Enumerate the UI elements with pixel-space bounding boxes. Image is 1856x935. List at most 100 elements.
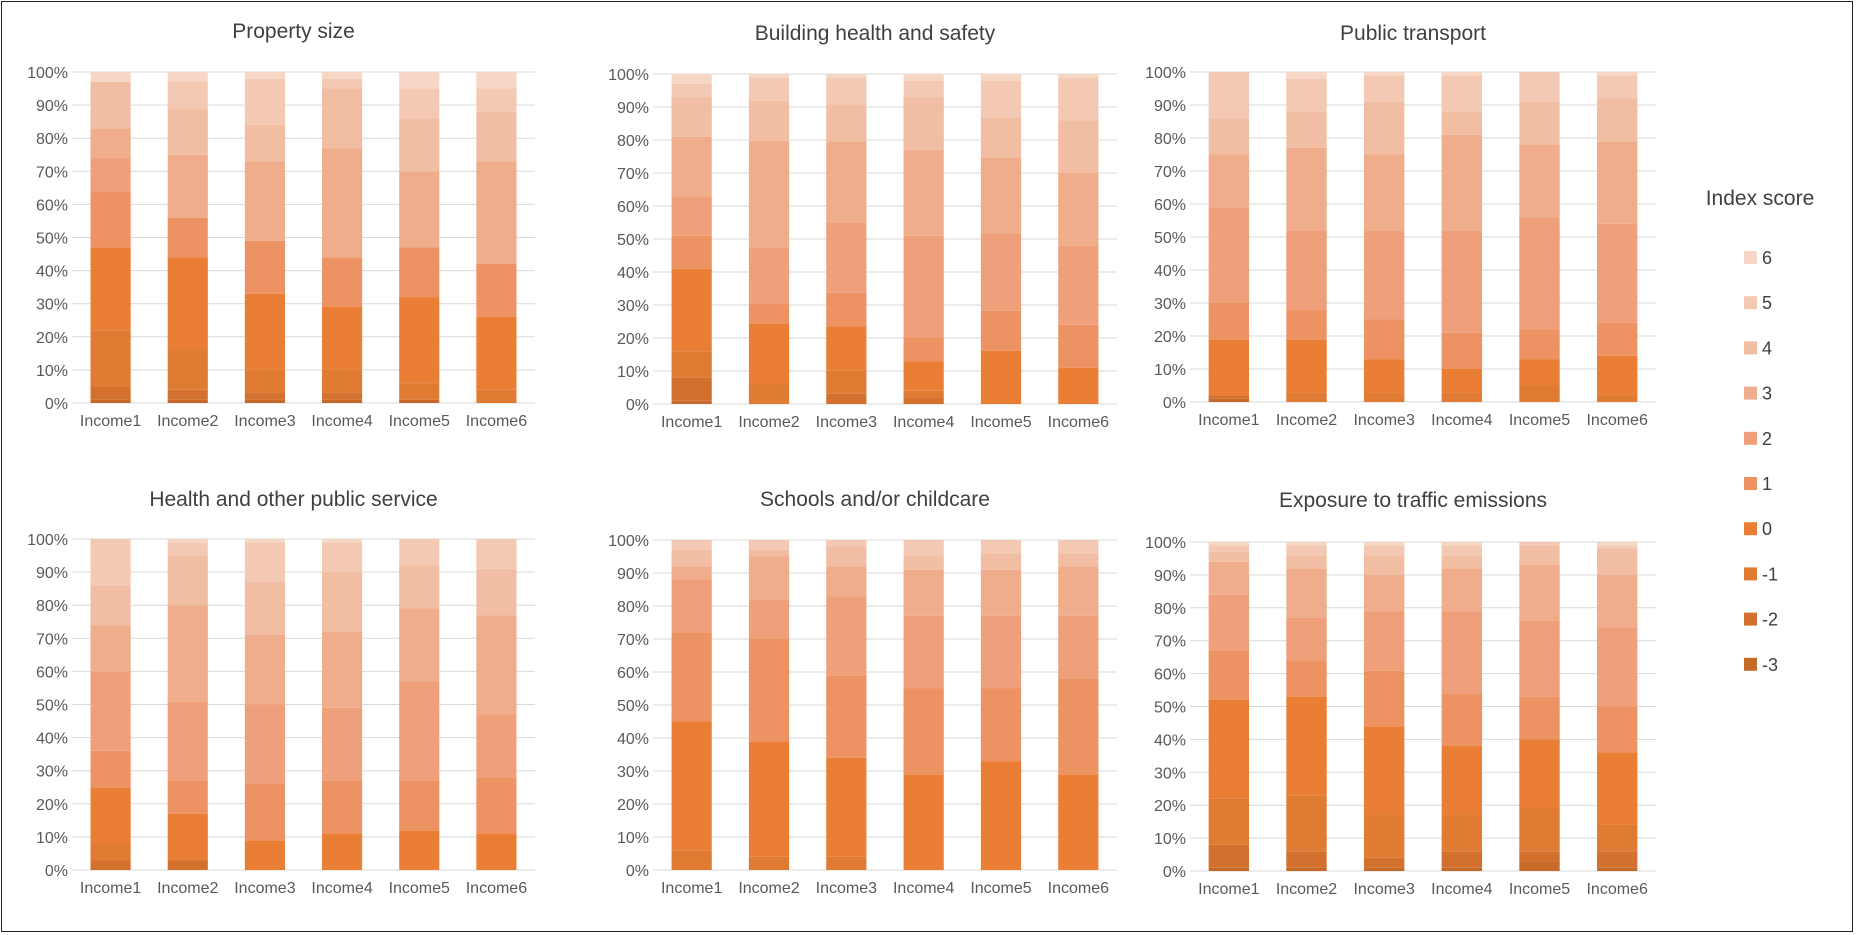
bar-segment [903,97,944,150]
bar-segment [476,615,517,715]
bar-segment [322,542,363,573]
bar-segment [322,78,363,89]
bar-segment [244,393,285,400]
legend: Index score 6 5 4 3 2 1 0 -1 -2 -3 [1706,187,1815,675]
bar-segment [1363,857,1405,868]
y-tick-label: 30% [617,764,649,781]
legend-swatch [1744,296,1757,310]
chart-title: Exposure to traffic emissions [1279,489,1547,512]
bar-segment [90,399,131,403]
x-tick-label: Income2 [157,413,218,430]
bar-segment [826,222,867,293]
bar-segment [476,568,517,616]
bar-segment [671,136,712,197]
y-tick-label: 0% [1163,864,1186,881]
bar-segment [903,397,944,404]
bar-segment [476,316,517,390]
bar-segment [167,350,208,390]
y-tick-label: 30% [36,764,68,781]
bar-segment [1286,555,1327,569]
bar-segment [1208,844,1250,868]
x-tick-label: Income2 [1276,412,1337,429]
legend-label: 1 [1762,474,1772,494]
bar-segment [90,158,131,192]
bar-segment [826,77,867,105]
bar-segment [826,757,867,857]
bar-segment [1208,398,1250,402]
bar-segment [1596,851,1638,868]
y-tick-label: 50% [1154,700,1186,717]
bar-segment [903,569,944,616]
bar-segment [1596,322,1638,356]
bar-segment [1363,867,1405,871]
x-tick-label: Income5 [970,880,1031,897]
bar-segment [1596,627,1638,707]
bar-segment [980,540,1022,554]
chart-panel: Property size 0% 10% 20% 30% 40% 50% 60% 70% 80% 9… [27,20,535,430]
bar-segment [476,389,517,403]
x-tick-label: Income1 [661,880,722,897]
chart-title: Health and other public service [149,488,437,511]
bar-segment [1441,75,1483,112]
y-tick-label: 50% [617,232,649,249]
bar-segment [1519,329,1560,360]
bar-segment [1363,815,1405,858]
bar-segment [322,369,363,394]
bar-segment [1208,867,1250,871]
y-tick-label: 40% [1154,732,1186,749]
bar-segment [90,191,131,248]
bar-segment [1441,111,1483,135]
bar-segment [1596,141,1638,224]
bar-segment [1286,867,1327,871]
y-tick-label: 40% [1154,263,1186,280]
y-tick-label: 90% [1154,568,1186,585]
bar-segment [1596,223,1638,323]
bar-segment [1058,615,1099,679]
bar-segment [1286,568,1327,618]
legend-label: 5 [1762,293,1772,313]
bar-segment [1058,120,1099,173]
y-tick-label: 100% [608,533,649,550]
bar-segment [1058,74,1099,78]
y-tick-label: 0% [45,396,68,413]
legend-label: -2 [1762,610,1778,630]
bar-segment [167,701,208,781]
bar-segment [322,572,363,632]
bar-segment [903,615,944,689]
bar-segment [1363,230,1405,320]
bar-segment [1519,565,1560,621]
y-tick-label: 10% [1154,831,1186,848]
bar-segment [1363,555,1405,575]
y-tick-label: 20% [36,330,68,347]
bar-segment [671,351,712,378]
bar-segment [1441,369,1483,393]
bar-segment [399,539,440,566]
bar-segment [1286,545,1327,556]
y-tick-label: 50% [36,231,68,248]
bar-segment [748,549,790,557]
x-tick-label: Income5 [389,880,450,897]
bar-segment [1596,574,1638,628]
bar-segment [1519,72,1560,102]
chart-title: Schools and/or childcare [760,488,990,511]
bar-segment [90,585,131,626]
bar-segment [1519,144,1560,218]
y-tick-label: 30% [1154,296,1186,313]
bar-segment [476,72,517,89]
x-tick-label: Income3 [1353,412,1414,429]
bar-segment [1208,699,1250,799]
bar-segment [748,77,790,101]
y-tick-label: 90% [617,100,649,117]
bar-segment [1441,134,1483,231]
bar-segment [1596,752,1638,825]
bar-segment [167,399,208,403]
bar-segment [322,399,363,403]
bar-segment [671,196,712,236]
bar-segment [1441,392,1483,402]
bar-segment [1286,696,1327,796]
chart-panel: Building health and safety 0% 10% 20% 30% 40%… [608,22,1117,431]
bar-segment [1519,851,1560,862]
legend-swatch [1744,612,1757,626]
bar-segment [1058,774,1099,870]
bar-segment [748,599,790,639]
